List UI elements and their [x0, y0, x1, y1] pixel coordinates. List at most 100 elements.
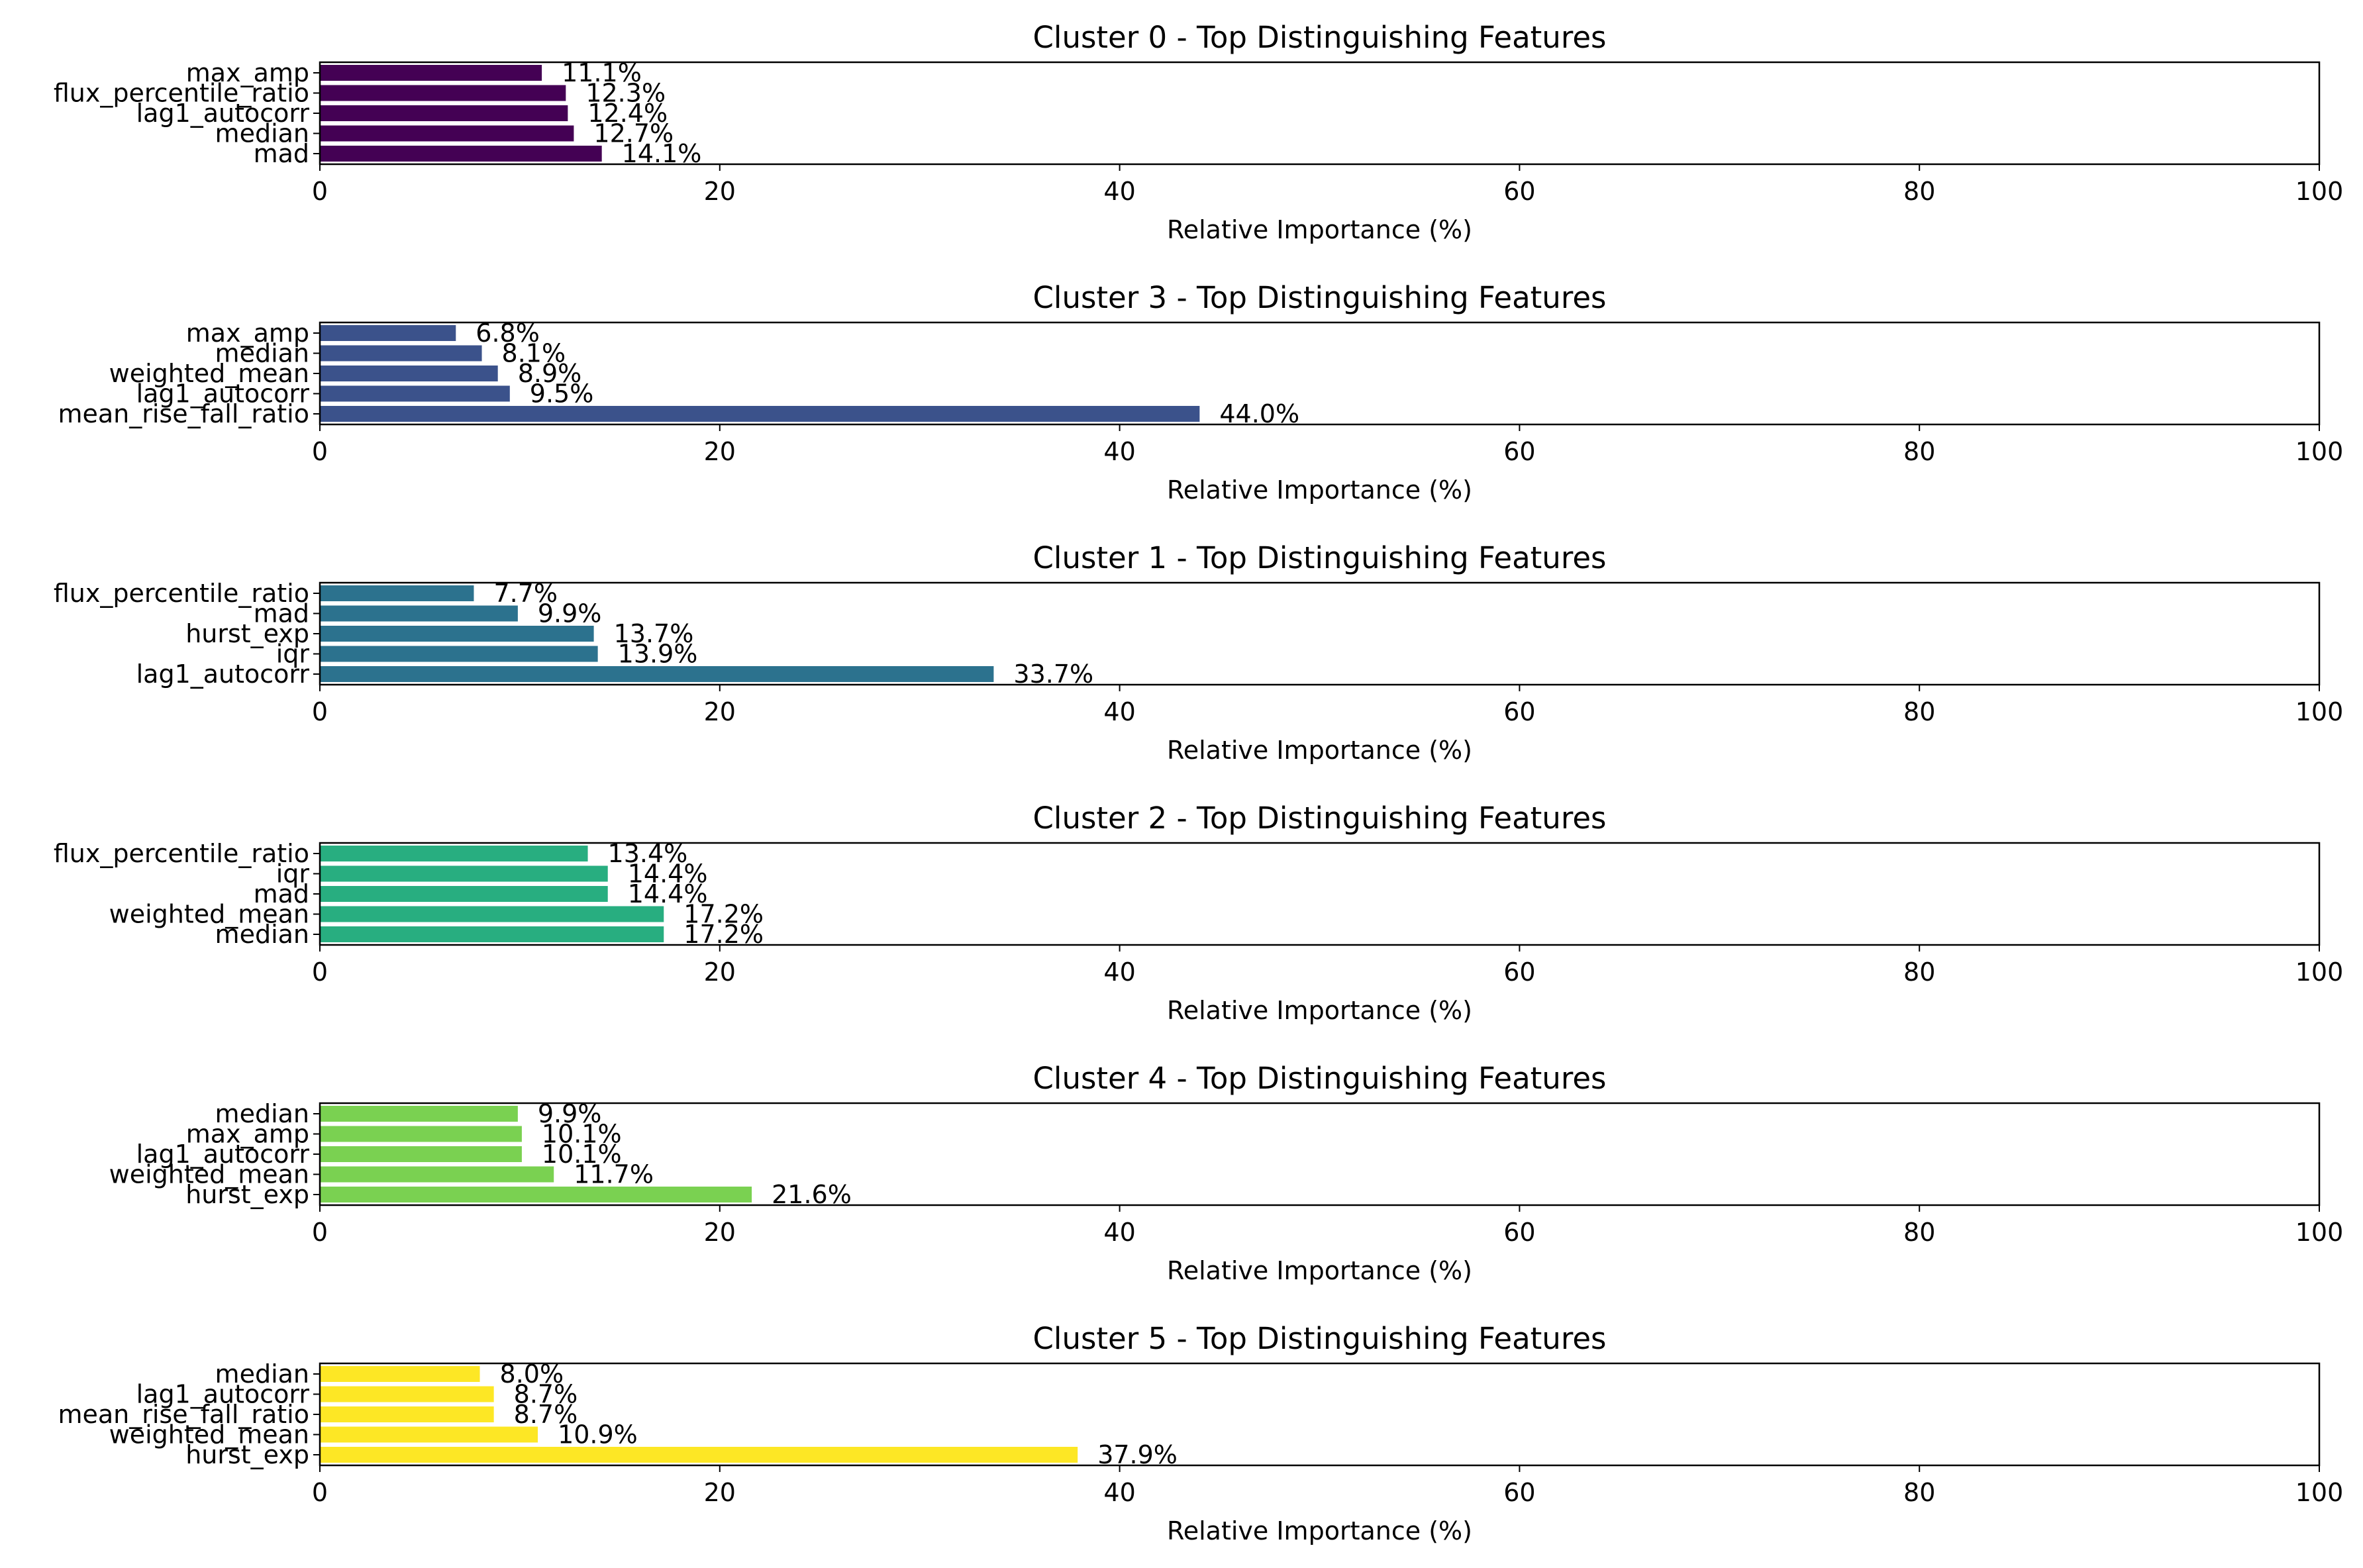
category-label: median — [215, 1099, 309, 1128]
data-label: 17.2% — [683, 920, 764, 949]
bar — [320, 105, 568, 121]
x-tick-label: 0 — [312, 1218, 328, 1247]
category-label: max_amp — [186, 318, 309, 348]
category-label: iqr — [276, 859, 310, 889]
bar — [320, 626, 594, 642]
panel-title: Cluster 0 - Top Distinguishing Features — [1033, 20, 1607, 55]
category-label: lag1_autocorr — [136, 1140, 310, 1169]
plot-frame — [319, 1362, 2321, 1467]
data-label: 33.7% — [1013, 660, 1093, 689]
category-label: flux_percentile_ratio — [54, 579, 309, 608]
data-label: 13.7% — [614, 619, 694, 648]
data-label: 44.0% — [1219, 399, 1299, 428]
x-tick-label: 20 — [704, 177, 736, 206]
x-tick-label: 60 — [1503, 1218, 1535, 1247]
data-label: 21.6% — [772, 1180, 852, 1209]
bar — [320, 1386, 494, 1402]
x-tick-label: 0 — [312, 697, 328, 726]
category-label: max_amp — [186, 58, 309, 87]
data-label: 10.9% — [558, 1420, 638, 1449]
data-label: 12.3% — [585, 79, 666, 108]
data-label: 14.4% — [628, 879, 708, 908]
x-tick-label: 100 — [2295, 437, 2344, 466]
plot-frame — [319, 61, 2321, 166]
x-tick-label: 20 — [704, 957, 736, 987]
data-label: 8.9% — [518, 359, 582, 388]
x-tick-label: 60 — [1503, 697, 1535, 726]
category-label: hurst_exp — [185, 619, 309, 648]
plot-frame — [319, 581, 2321, 686]
plot-frame — [319, 1102, 2321, 1206]
data-label: 13.4% — [608, 839, 688, 868]
category-label: weighted_mean — [109, 1160, 309, 1189]
x-tick-label: 80 — [1903, 437, 1935, 466]
chart-panel-1: Cluster 3 - Top Distinguishing Features m… — [58, 280, 2343, 505]
x-tick-label: 40 — [1103, 437, 1135, 466]
bar — [320, 1126, 522, 1142]
x-tick-label: 80 — [1903, 1218, 1935, 1247]
category-label: lag1_autocorr — [136, 1380, 310, 1409]
category-label: weighted_mean — [109, 359, 309, 388]
x-tick-label: 0 — [312, 177, 328, 206]
bar — [320, 325, 456, 341]
category-label: weighted_mean — [109, 900, 309, 929]
x-tick-label: 60 — [1503, 1478, 1535, 1507]
x-tick-label: 100 — [2295, 1218, 2344, 1247]
x-tick-label: 40 — [1103, 177, 1135, 206]
x-tick-label: 40 — [1103, 1218, 1135, 1247]
category-label: hurst_exp — [185, 1180, 309, 1209]
x-axis-label: Relative Importance (%) — [1167, 1516, 1472, 1545]
bar — [320, 1406, 494, 1422]
data-label: 8.1% — [502, 339, 566, 368]
category-label: mad — [254, 599, 309, 628]
data-label: 13.9% — [618, 640, 698, 669]
bar — [320, 366, 498, 381]
data-label: 8.7% — [514, 1400, 578, 1429]
data-label: 17.2% — [683, 900, 764, 929]
data-label: 14.1% — [622, 139, 702, 168]
bar — [320, 1447, 1078, 1463]
bar — [320, 1187, 752, 1202]
bar — [320, 65, 542, 81]
data-label: 6.8% — [476, 318, 540, 348]
category-label: hurst_exp — [185, 1440, 309, 1469]
bar — [320, 406, 1200, 422]
bar — [320, 886, 608, 902]
plot-frame — [319, 321, 2321, 426]
panel-title: Cluster 3 - Top Distinguishing Features — [1033, 280, 1607, 315]
category-label: weighted_mean — [109, 1420, 309, 1449]
category-label: mean_rise_fall_ratio — [58, 1400, 309, 1429]
bar — [320, 666, 994, 682]
x-tick-label: 100 — [2295, 957, 2344, 987]
data-label: 37.9% — [1097, 1440, 1178, 1469]
x-tick-label: 0 — [312, 437, 328, 466]
category-label: flux_percentile_ratio — [54, 79, 309, 108]
plot-frame — [319, 842, 2321, 946]
x-axis-label: Relative Importance (%) — [1167, 736, 1472, 765]
bar — [320, 1426, 538, 1443]
category-label: mean_rise_fall_ratio — [58, 399, 309, 428]
category-label: lag1_autocorr — [136, 379, 310, 409]
x-tick-label: 80 — [1903, 697, 1935, 726]
x-tick-label: 60 — [1503, 177, 1535, 206]
x-tick-label: 100 — [2295, 1478, 2344, 1507]
chart-panel-4: Cluster 4 - Top Distinguishing Features m… — [109, 1061, 2344, 1285]
bar — [320, 865, 608, 882]
category-label: iqr — [276, 640, 310, 669]
bar — [320, 585, 474, 601]
data-label: 7.7% — [493, 579, 558, 608]
x-axis-label: Relative Importance (%) — [1167, 475, 1472, 505]
data-label: 14.4% — [628, 859, 708, 889]
x-tick-label: 60 — [1503, 957, 1535, 987]
category-label: flux_percentile_ratio — [54, 839, 309, 868]
data-label: 12.7% — [593, 119, 674, 148]
x-tick-label: 40 — [1103, 697, 1135, 726]
x-axis-label: Relative Importance (%) — [1167, 1256, 1472, 1285]
x-tick-label: 80 — [1903, 1478, 1935, 1507]
data-label: 9.5% — [530, 379, 594, 409]
chart-panel-5: Cluster 5 - Top Distinguishing Features m… — [58, 1321, 2343, 1545]
panel-title: Cluster 4 - Top Distinguishing Features — [1033, 1061, 1607, 1096]
bar — [320, 125, 574, 142]
category-label: max_amp — [186, 1120, 309, 1149]
bar — [320, 385, 510, 402]
